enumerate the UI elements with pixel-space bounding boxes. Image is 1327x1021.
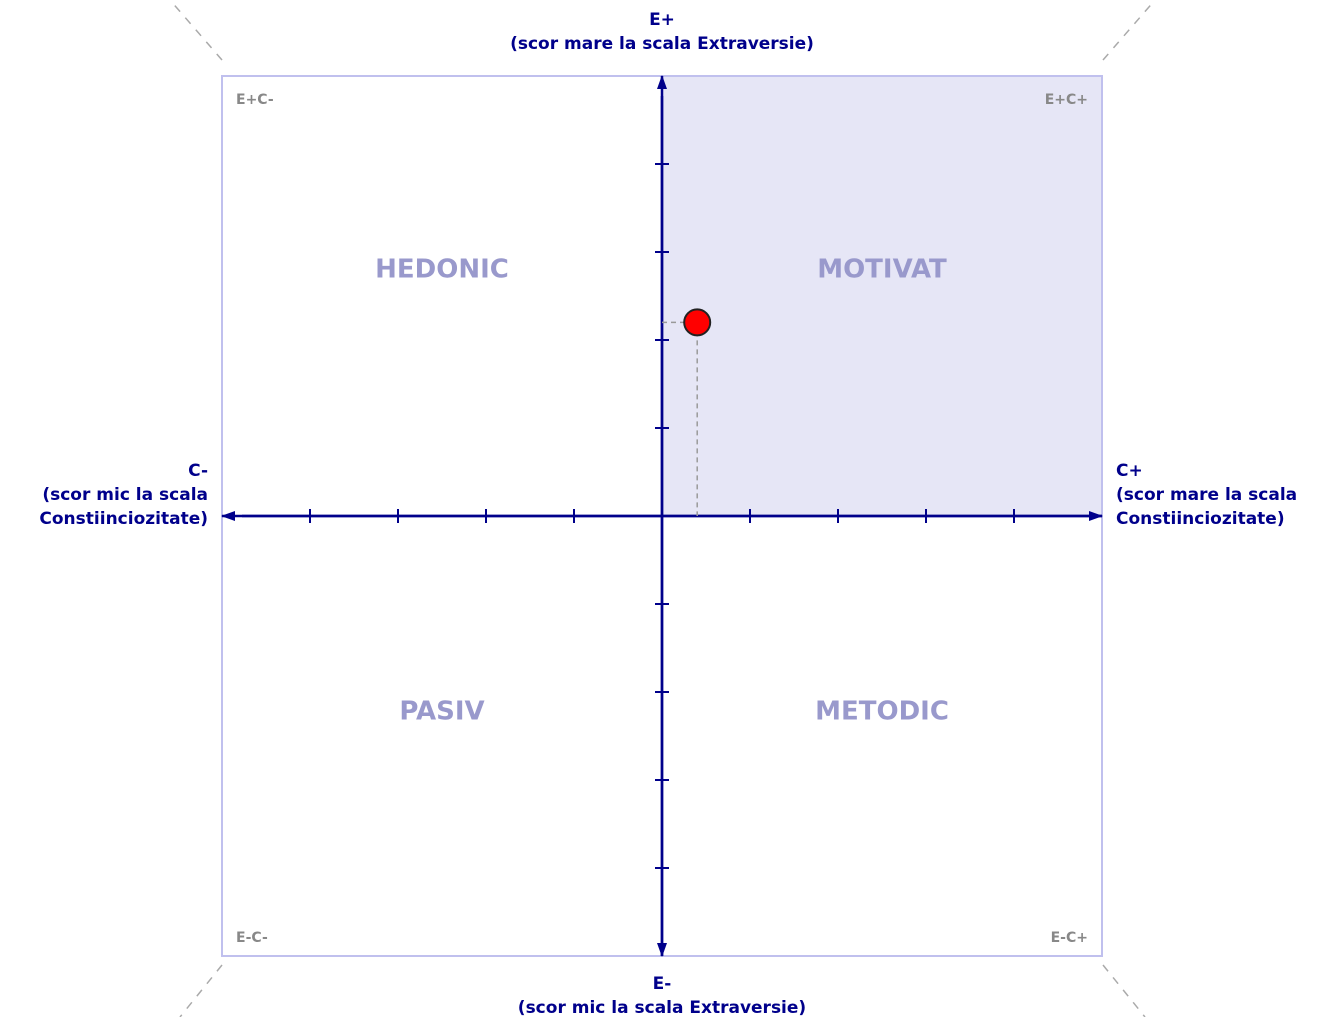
quadrant-name: MOTIVAT [817, 255, 947, 285]
axis-label-top: E+ [649, 10, 675, 30]
axis-label-left: Constiinciozitate) [39, 509, 208, 529]
axis-label-right: (scor mare la scala [1116, 485, 1297, 505]
quadrant-code: E+C- [236, 92, 274, 108]
axis-label-bottom: E- [653, 974, 672, 994]
axis-label-left: (scor mic la scala [42, 485, 208, 505]
axis-label-left: C- [188, 461, 208, 481]
data-point [683, 308, 712, 337]
axis-label-bottom: (scor mic la scala Extraversie) [518, 998, 806, 1017]
axis-label-right: C+ [1116, 461, 1143, 481]
axis-label-right: Constiinciozitate) [1116, 509, 1285, 529]
quadrant-highlight [662, 76, 1102, 516]
quadrant-name: HEDONIC [375, 255, 509, 285]
quadrant-code: E-C- [236, 930, 268, 946]
quadrant-name: PASIV [399, 697, 484, 727]
axis-label-top: (scor mare la scala Extraversie) [510, 34, 814, 54]
quadrant-name: METODIC [815, 697, 949, 727]
decor-diagonals [169, 0, 1156, 1018]
quadrant-code: E-C+ [1051, 930, 1088, 946]
quadrant-code: E+C+ [1045, 92, 1088, 108]
